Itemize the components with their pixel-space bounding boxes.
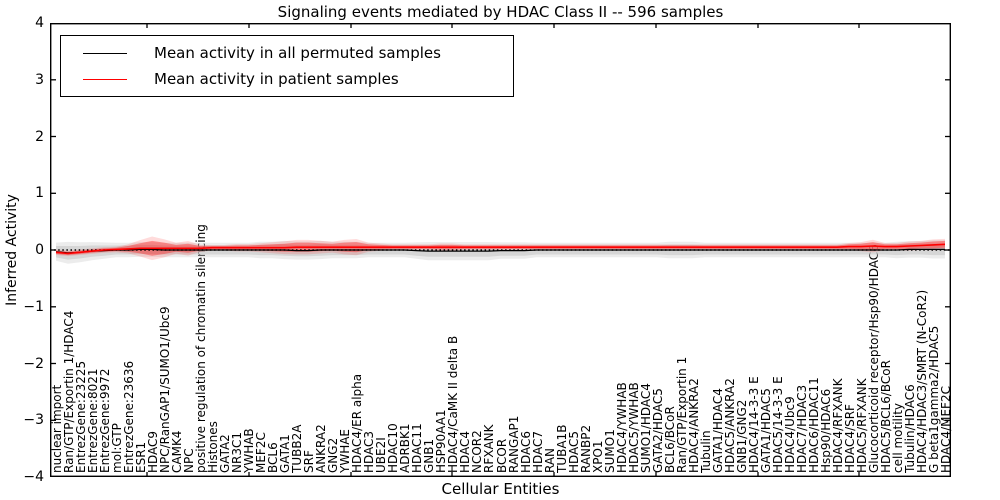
y-tick-label: 0 <box>35 242 44 258</box>
x-axis-label: Cellular Entities <box>441 480 560 498</box>
legend-item-permuted: Mean activity in all permuted samples <box>61 44 513 62</box>
y-tick-label: 1 <box>35 185 44 202</box>
y-tick-label: −4 <box>23 469 44 485</box>
y-tick-label: −1 <box>23 298 44 315</box>
legend-label-permuted: Mean activity in all permuted samples <box>154 44 441 62</box>
y-tick-label: −2 <box>23 355 44 372</box>
legend-item-patient: Mean activity in patient samples <box>61 70 513 88</box>
legend-line-permuted-icon <box>83 52 127 54</box>
legend-line-patient-icon <box>83 78 127 80</box>
patient-band-outer <box>56 236 945 261</box>
y-tick-label: 4 <box>35 15 44 31</box>
axes-frame <box>50 23 951 477</box>
patient-band <box>56 240 945 256</box>
legend: Mean activity in all permuted samples Me… <box>60 35 514 97</box>
patient-line <box>55 243 946 255</box>
y-tick-label: 3 <box>35 71 44 88</box>
y-tick-label: 2 <box>35 128 44 145</box>
permuted-line <box>55 248 945 254</box>
legend-label-patient: Mean activity in patient samples <box>154 70 399 88</box>
plot-area: nuclear import Ran/GTP/Exportin 1/HDAC4 En… <box>50 23 953 477</box>
y-tick-label: −3 <box>23 412 44 429</box>
chart-title: Signaling events mediated by HDAC Class … <box>277 3 724 21</box>
chart-canvas <box>50 23 951 477</box>
